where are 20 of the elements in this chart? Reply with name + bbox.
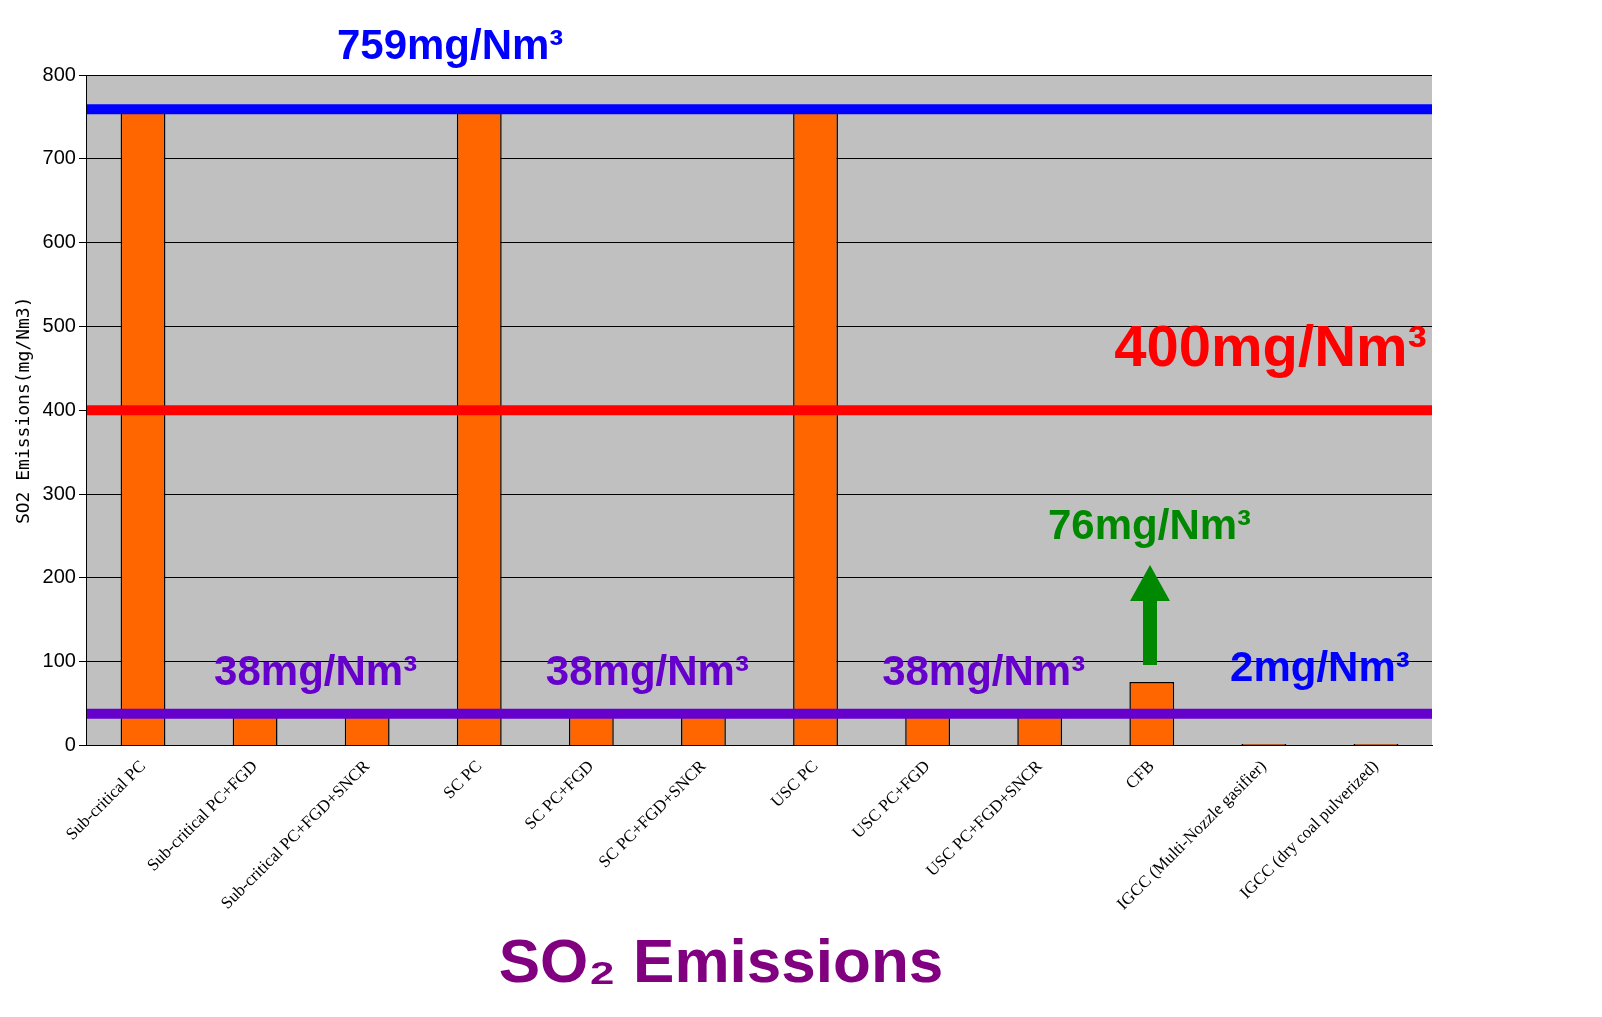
- annotation: 38mg/Nm³: [545, 647, 749, 695]
- y-tick-label: 0: [64, 733, 76, 756]
- y-tick-label: 500: [42, 314, 76, 336]
- y-tick-label: 400: [42, 397, 76, 420]
- y-tick-label: 700: [42, 146, 76, 169]
- x-tick-label: SC PC: [439, 756, 486, 803]
- x-tick-label: USC PC: [766, 756, 822, 811]
- text: SO₂ Emissions: [498, 925, 944, 995]
- x-tick-label: CFB: [1121, 756, 1158, 793]
- annotation: 76mg/Nm³: [1048, 501, 1252, 549]
- y-tick-label: 100: [42, 649, 76, 672]
- ref-line-label: 759mg/Nm³: [336, 20, 564, 68]
- y-axis-title: SO2 Emissions(mg/Nm3): [12, 296, 34, 525]
- y-tick-label: 300: [42, 481, 76, 504]
- ref-line-label: 400mg/Nm³: [1114, 313, 1427, 379]
- ref-line-label: 38mg/Nm³: [214, 647, 418, 695]
- y-tick-label: 800: [42, 62, 76, 85]
- y-tick-label: 600: [42, 230, 76, 253]
- y-tick-label: 200: [42, 565, 76, 588]
- annotation: 38mg/Nm³: [882, 647, 1086, 695]
